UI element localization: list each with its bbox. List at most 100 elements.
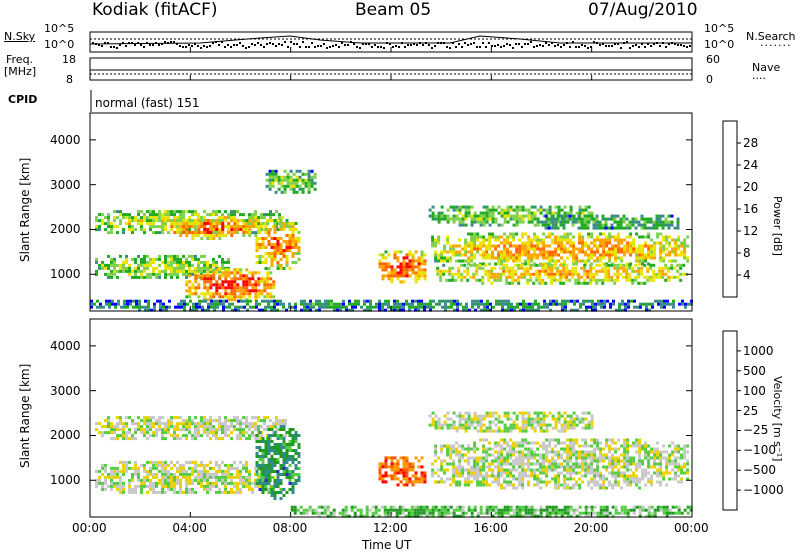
echo-cell (602, 483, 606, 487)
echo-cell (134, 428, 137, 432)
echo-cell (146, 260, 149, 264)
echo-cell (369, 299, 372, 303)
echo-cell (203, 431, 206, 435)
echo-cell (545, 208, 549, 212)
echo-cell (288, 243, 292, 246)
echo-cell (515, 205, 519, 209)
echo-cell (462, 308, 465, 312)
echo-cell (104, 487, 107, 491)
echo-cell (473, 256, 477, 260)
echo-cell (384, 462, 388, 466)
echo-cell (572, 256, 576, 260)
echo-cell (611, 247, 615, 251)
echo-cell (551, 450, 555, 454)
echo-cell (113, 466, 116, 470)
echo-cell (182, 266, 185, 270)
echo-cell (596, 247, 600, 251)
echo-cell (417, 305, 420, 309)
echo-cell (310, 175, 314, 179)
echo-cell (206, 286, 210, 290)
echo-cell (182, 475, 185, 479)
echo-cell (606, 299, 609, 303)
echo-cell (261, 255, 265, 258)
echo-cell (529, 266, 533, 270)
echo-cell (330, 299, 333, 303)
echo-cell (599, 253, 603, 257)
noise-point (170, 41, 172, 43)
echo-cell (173, 216, 176, 220)
echo-cell (460, 278, 464, 282)
echo-cell (665, 253, 669, 257)
echo-cell (548, 468, 552, 472)
echo-cell (131, 437, 134, 441)
echo-cell (188, 280, 192, 284)
echo-cell (485, 450, 489, 454)
echo-cell (653, 244, 657, 248)
echo-cell (569, 211, 573, 215)
echo-cell (185, 260, 188, 264)
echo-cell (584, 241, 588, 245)
echo-cell (488, 238, 492, 242)
echo-cell (647, 247, 651, 251)
echo-cell (119, 460, 122, 464)
echo-cell (577, 275, 581, 279)
echo-cell (273, 494, 277, 497)
echo-cell (527, 253, 531, 257)
echo-cell (661, 269, 665, 273)
echo-cell (267, 464, 271, 467)
echo-cell (267, 428, 271, 431)
echo-cell (321, 305, 324, 309)
echo-cell (191, 434, 194, 438)
echo-cell (550, 226, 554, 230)
echo-cell (207, 308, 210, 312)
echo-cell (467, 211, 471, 215)
echo-cell (366, 305, 369, 309)
echo-cell (286, 178, 290, 182)
echo-cell (200, 222, 203, 226)
echo-cell (116, 487, 119, 491)
echo-cell (122, 484, 125, 488)
echo-cell (467, 205, 471, 209)
echo-cell (450, 302, 453, 306)
echo-cell (282, 458, 286, 461)
echo-cell (246, 308, 249, 312)
echo-cell (623, 450, 627, 454)
echo-cell (494, 220, 498, 224)
echo-cell (575, 247, 579, 251)
echo-cell (434, 214, 438, 218)
echo-cell (458, 483, 462, 487)
echo-cell (245, 274, 249, 278)
echo-cell (295, 175, 299, 179)
echo-cell (587, 232, 591, 236)
echo-cell (333, 308, 336, 312)
echo-cell (545, 459, 549, 463)
echo-cell (399, 471, 403, 475)
echo-cell (632, 241, 636, 245)
echo-cell (218, 231, 222, 234)
echo-cell (276, 302, 279, 306)
echo-cell (440, 477, 444, 481)
echo-cell (512, 483, 516, 487)
echo-cell (593, 450, 597, 454)
echo-cell (273, 464, 277, 467)
echo-cell (569, 205, 573, 209)
echo-cell (107, 213, 110, 217)
echo-cell (125, 269, 128, 273)
echo-cell (276, 485, 280, 488)
echo-cell (312, 302, 315, 306)
echo-cell (649, 226, 653, 230)
echo-cell (116, 231, 119, 235)
echo-cell (637, 220, 641, 224)
echo-cell (168, 299, 171, 303)
echo-cell (269, 213, 272, 217)
echo-cell (667, 266, 671, 270)
echo-cell (119, 254, 122, 258)
echo-cell (617, 238, 621, 242)
echo-cell (578, 456, 582, 460)
echo-cell (595, 263, 599, 267)
echo-cell (575, 471, 579, 475)
echo-cell (479, 456, 483, 460)
echo-cell (643, 281, 647, 285)
echo-cell (399, 305, 402, 309)
echo-cell (509, 474, 513, 478)
